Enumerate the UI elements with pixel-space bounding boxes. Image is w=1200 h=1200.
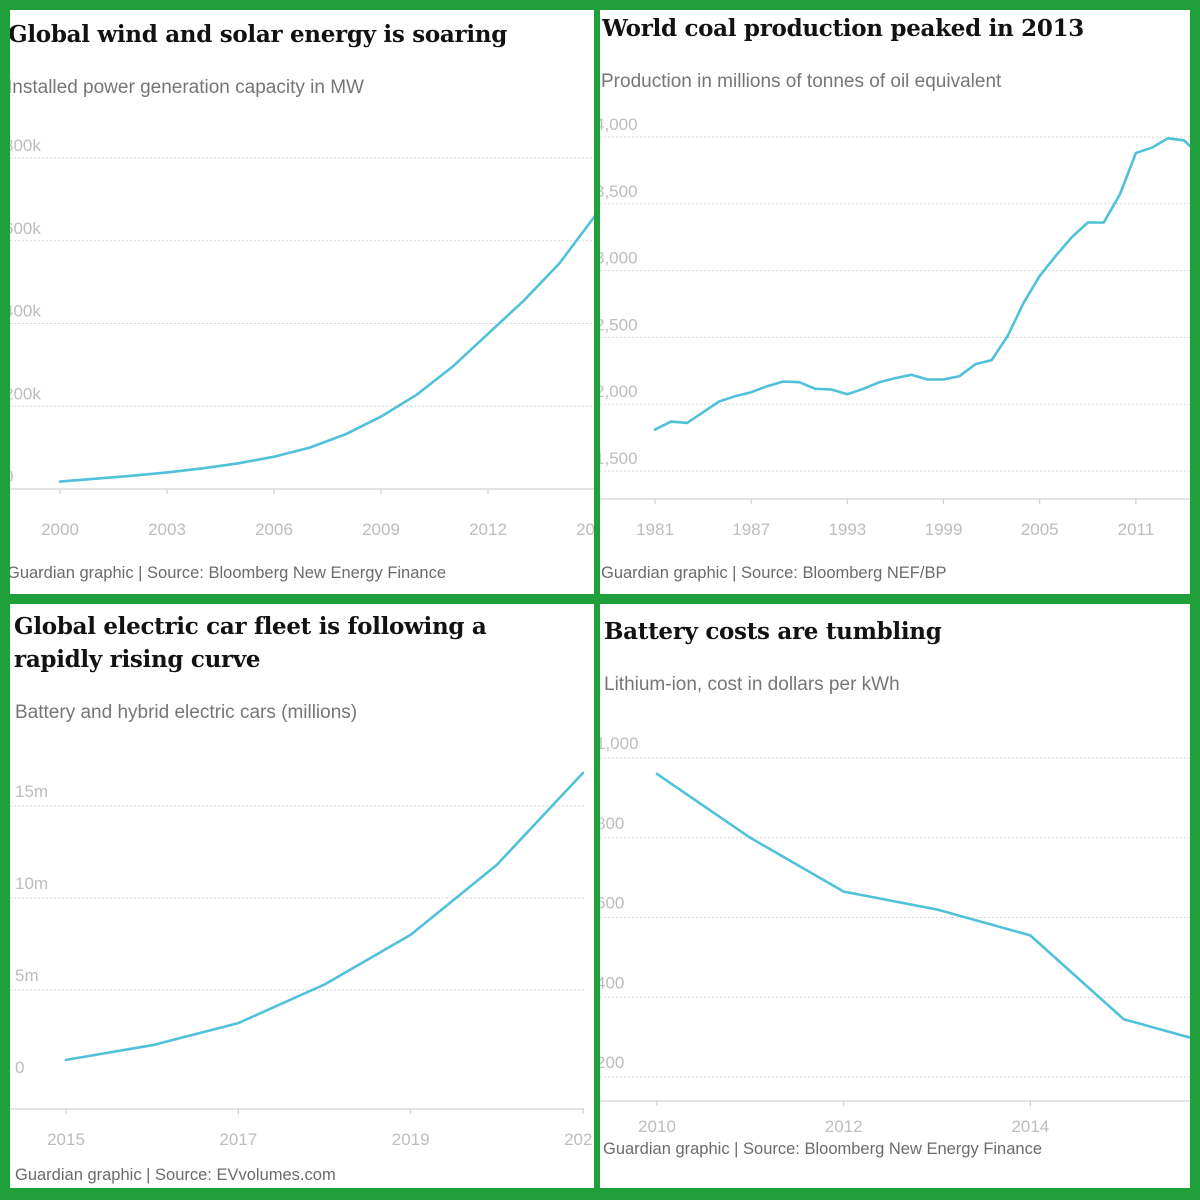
x-tick-label: 2010 [638, 1117, 676, 1136]
y-tick-label: 10m [15, 874, 48, 893]
x-tick-label: 2015 [47, 1130, 85, 1149]
x-tick-label: 2015 [576, 520, 594, 539]
coal-production-chart-panel: World coal production peaked in 2013 Pro… [600, 10, 1190, 594]
x-tick-label: 2012 [825, 1117, 863, 1136]
electric-car-chart-panel: Global electric car fleet is following a… [10, 604, 594, 1188]
x-tick-label: 2003 [148, 520, 186, 539]
y-tick-label: 3,000 [600, 249, 638, 268]
chart-subtitle: Battery and hybrid electric cars (millio… [15, 702, 358, 723]
x-tick-label: 2021 [564, 1130, 594, 1149]
x-tick-label: 2012 [469, 520, 507, 539]
y-tick-label: 2,000 [600, 382, 638, 401]
y-tick-label: 1,500 [600, 449, 638, 468]
y-tick-label: 800k [10, 136, 41, 155]
x-tick-label: 2017 [219, 1130, 257, 1149]
y-tick-label: 800 [600, 814, 624, 833]
chart-title: Battery costs are tumbling [604, 618, 942, 645]
chart-title: World coal production peaked in 2013 [602, 15, 1084, 42]
chart-source: Guardian graphic | Source: Bloomberg New… [10, 564, 447, 582]
wind-solar-line-chart: 0 200k 400k 600k 800k 2000 2003 2006 2009 2012 201… [10, 136, 594, 539]
y-tick-label: 1,000 [600, 734, 639, 753]
y-tick-label: 200k [10, 384, 41, 403]
x-tick-label: 2009 [362, 520, 400, 539]
x-tick-label: 1993 [828, 520, 866, 539]
battery-cost-chart-panel: Battery costs are tumbling Lithium-ion, … [600, 604, 1190, 1188]
x-tick-label: 1987 [732, 520, 770, 539]
y-tick-label: 15m [15, 782, 48, 801]
series-line [653, 137, 1190, 431]
chart-subtitle: Production in millions of tonnes of oil … [601, 71, 1002, 92]
y-tick-label: 600k [10, 219, 41, 238]
chart-subtitle: Lithium-ion, cost in dollars per kWh [604, 674, 900, 695]
x-tick-label: 2019 [392, 1130, 430, 1149]
coal-production-line-chart: 1,500 2,000 2,500 3,000 3,500 4,000 1981 1987 19… [600, 115, 1190, 539]
chart-source: Guardian graphic | Source: Bloomberg New… [603, 1140, 1043, 1158]
x-tick-label: 2014 [1011, 1117, 1049, 1136]
y-tick-label: 400k [10, 302, 41, 321]
y-tick-label: 200 [600, 1053, 624, 1072]
y-tick-label: 3,500 [600, 182, 638, 201]
x-tick-label: 2006 [255, 520, 293, 539]
chart-subtitle: Installed power generation capacity in M… [10, 77, 364, 98]
y-tick-label: 2,500 [600, 315, 638, 334]
x-tick-label: 2000 [41, 520, 79, 539]
chart-source: Guardian graphic | Source: Bloomberg NEF… [601, 564, 947, 582]
x-tick-label: 1981 [636, 520, 674, 539]
y-tick-label: 400 [600, 973, 624, 992]
x-tick-label: 2005 [1021, 520, 1059, 539]
series-line [58, 215, 594, 483]
x-tick-label: 1999 [925, 520, 963, 539]
chart-source: Guardian graphic | Source: EVvolumes.com [15, 1166, 336, 1184]
series-line [655, 772, 1190, 1039]
y-tick-label: 4,000 [600, 115, 638, 134]
wind-solar-chart-panel: Global wind and solar energy is soaring … [10, 10, 594, 594]
y-tick-label: 600 [600, 894, 624, 913]
y-tick-label: 0 [15, 1058, 24, 1077]
electric-car-line-chart: 0 5m 10m 15m 2015 2017 2019 2021 [10, 771, 594, 1149]
series-line [64, 771, 585, 1062]
chart-title: Global wind and solar energy is soaring [10, 21, 507, 48]
y-tick-label: 5m [15, 966, 39, 985]
y-tick-label: 0 [10, 467, 13, 486]
chart-title: Global electric car fleet is following a… [14, 613, 487, 673]
x-tick-label: 2011 [1118, 520, 1155, 539]
